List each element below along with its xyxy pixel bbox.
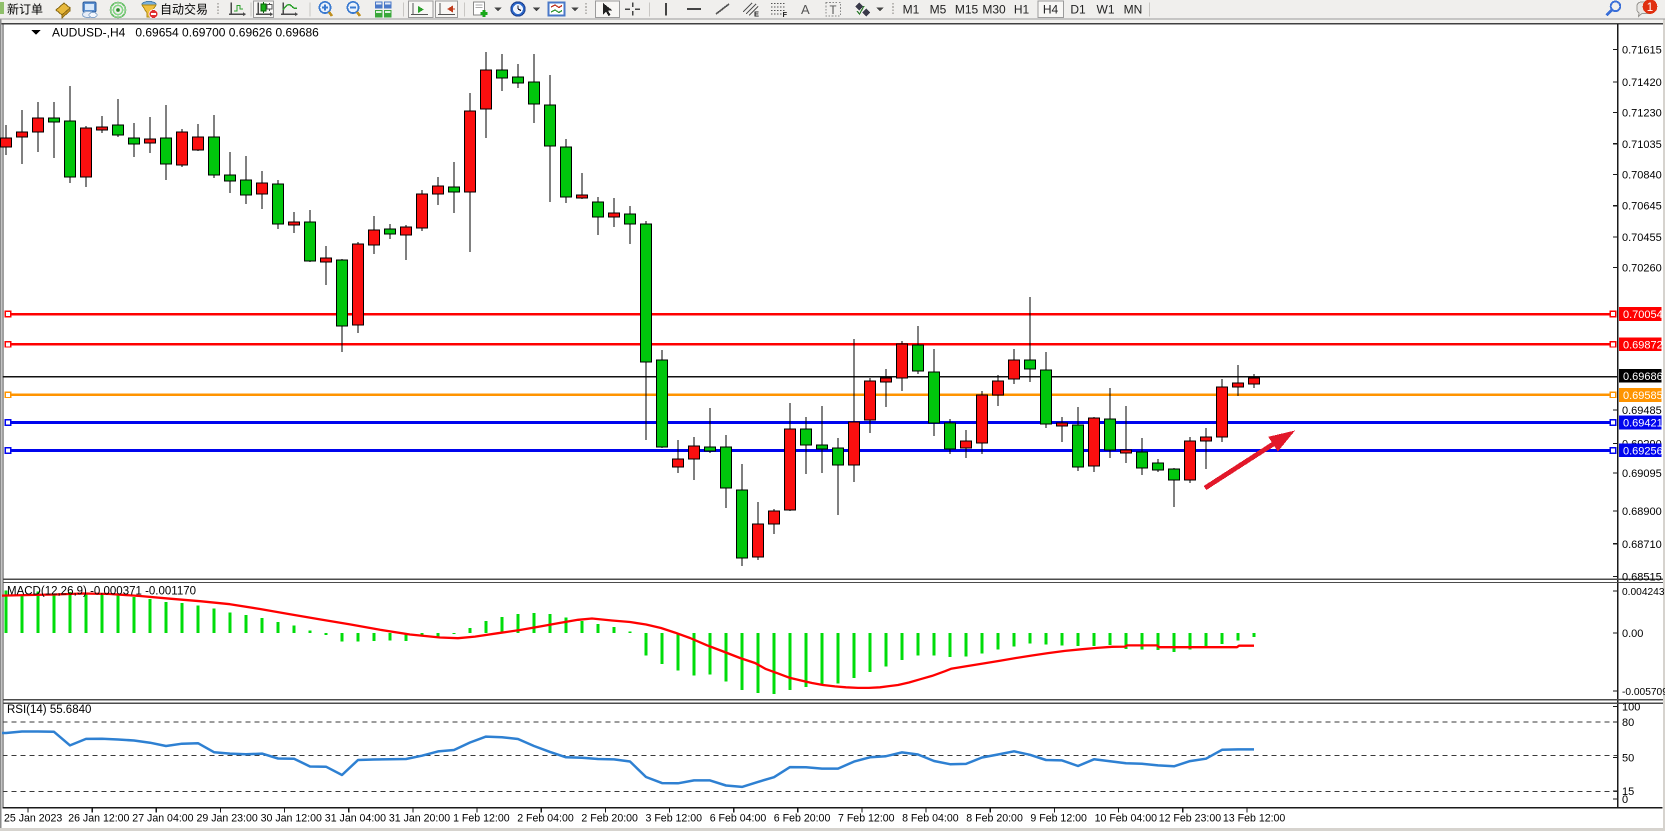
svg-text:13 Feb 12:00: 13 Feb 12:00 <box>1223 813 1286 825</box>
svg-text:0.69686: 0.69686 <box>1623 371 1663 383</box>
svg-text:0.71615: 0.71615 <box>1622 45 1662 57</box>
svg-text:3 Feb 12:00: 3 Feb 12:00 <box>646 813 703 825</box>
svg-text:0.69485: 0.69485 <box>1622 405 1662 417</box>
svg-text:0.00: 0.00 <box>1622 628 1643 640</box>
svg-text:8 Feb 04:00: 8 Feb 04:00 <box>902 813 959 825</box>
svg-text:6 Feb 04:00: 6 Feb 04:00 <box>710 813 767 825</box>
svg-text:新订单: 新订单 <box>7 2 43 17</box>
svg-text:0.70840: 0.70840 <box>1622 170 1662 182</box>
svg-text:0.004243: 0.004243 <box>1622 587 1665 598</box>
svg-text:12 Feb 23:00: 12 Feb 23:00 <box>1159 813 1222 825</box>
svg-text:H4: H4 <box>1043 3 1059 17</box>
svg-text:0.69095: 0.69095 <box>1622 468 1662 480</box>
svg-text:0.69256: 0.69256 <box>1623 446 1663 458</box>
svg-text:31 Jan 20:00: 31 Jan 20:00 <box>389 813 450 825</box>
svg-text:8 Feb 20:00: 8 Feb 20:00 <box>966 813 1023 825</box>
svg-text:MACD(12,26,9) -0.000371 -0.001: MACD(12,26,9) -0.000371 -0.001170 <box>7 586 196 598</box>
svg-text:AUDUSD-,H4 0.69654 0.69700 0: AUDUSD-,H4 0.69654 0.69700 0.69626 0.696… <box>52 26 319 40</box>
svg-text:0.71035: 0.71035 <box>1622 139 1662 151</box>
svg-text:M30: M30 <box>982 3 1006 17</box>
svg-text:29 Jan 23:00: 29 Jan 23:00 <box>197 813 258 825</box>
svg-text:H1: H1 <box>1014 3 1030 17</box>
svg-text:M1: M1 <box>903 3 920 17</box>
svg-text:0.68900: 0.68900 <box>1622 506 1662 518</box>
svg-text:0.69872: 0.69872 <box>1623 340 1663 352</box>
svg-text:-0.005709: -0.005709 <box>1622 687 1665 698</box>
svg-text:2 Feb 20:00: 2 Feb 20:00 <box>581 813 638 825</box>
svg-text:0.68710: 0.68710 <box>1622 539 1662 551</box>
svg-text:0: 0 <box>1622 794 1628 806</box>
svg-text:M15: M15 <box>955 3 979 17</box>
svg-text:26 Jan 12:00: 26 Jan 12:00 <box>68 813 129 825</box>
svg-text:7 Feb 12:00: 7 Feb 12:00 <box>838 813 895 825</box>
svg-text:1 Feb 12:00: 1 Feb 12:00 <box>453 813 510 825</box>
svg-text:31 Jan 04:00: 31 Jan 04:00 <box>325 813 386 825</box>
svg-text:A: A <box>801 2 810 17</box>
svg-text:80: 80 <box>1622 717 1634 729</box>
svg-text:0.71230: 0.71230 <box>1622 108 1662 120</box>
svg-text:0.70054: 0.70054 <box>1623 309 1663 321</box>
svg-text:25 Jan 2023: 25 Jan 2023 <box>4 813 62 825</box>
svg-text:0.69421: 0.69421 <box>1623 418 1663 430</box>
svg-text:10 Feb 04:00: 10 Feb 04:00 <box>1095 813 1158 825</box>
svg-text:1: 1 <box>1647 2 1653 14</box>
svg-text:100: 100 <box>1622 702 1640 714</box>
svg-text:W1: W1 <box>1097 3 1115 17</box>
svg-text:0.70645: 0.70645 <box>1622 201 1662 213</box>
svg-text:D1: D1 <box>1070 3 1086 17</box>
svg-text:0.70260: 0.70260 <box>1622 263 1662 275</box>
svg-text:0.69585: 0.69585 <box>1623 390 1663 402</box>
svg-text:6 Feb 20:00: 6 Feb 20:00 <box>774 813 831 825</box>
svg-text:27 Jan 04:00: 27 Jan 04:00 <box>132 813 193 825</box>
svg-text:MN: MN <box>1124 3 1143 17</box>
svg-text:0.68515: 0.68515 <box>1622 571 1662 583</box>
svg-text:E: E <box>754 10 759 19</box>
svg-text:0.71420: 0.71420 <box>1622 77 1662 89</box>
svg-text:9 Feb 12:00: 9 Feb 12:00 <box>1030 813 1087 825</box>
svg-text:50: 50 <box>1622 753 1634 765</box>
svg-text:30 Jan 12:00: 30 Jan 12:00 <box>261 813 322 825</box>
svg-text:0.70455: 0.70455 <box>1622 232 1662 244</box>
svg-text:RSI(14) 55.6840: RSI(14) 55.6840 <box>7 704 91 716</box>
svg-text:F: F <box>783 10 788 19</box>
svg-text:15: 15 <box>1622 786 1634 798</box>
svg-text:M5: M5 <box>930 3 947 17</box>
svg-text:自动交易: 自动交易 <box>160 2 208 17</box>
svg-text:2 Feb 04:00: 2 Feb 04:00 <box>517 813 574 825</box>
svg-text:T: T <box>830 5 837 17</box>
